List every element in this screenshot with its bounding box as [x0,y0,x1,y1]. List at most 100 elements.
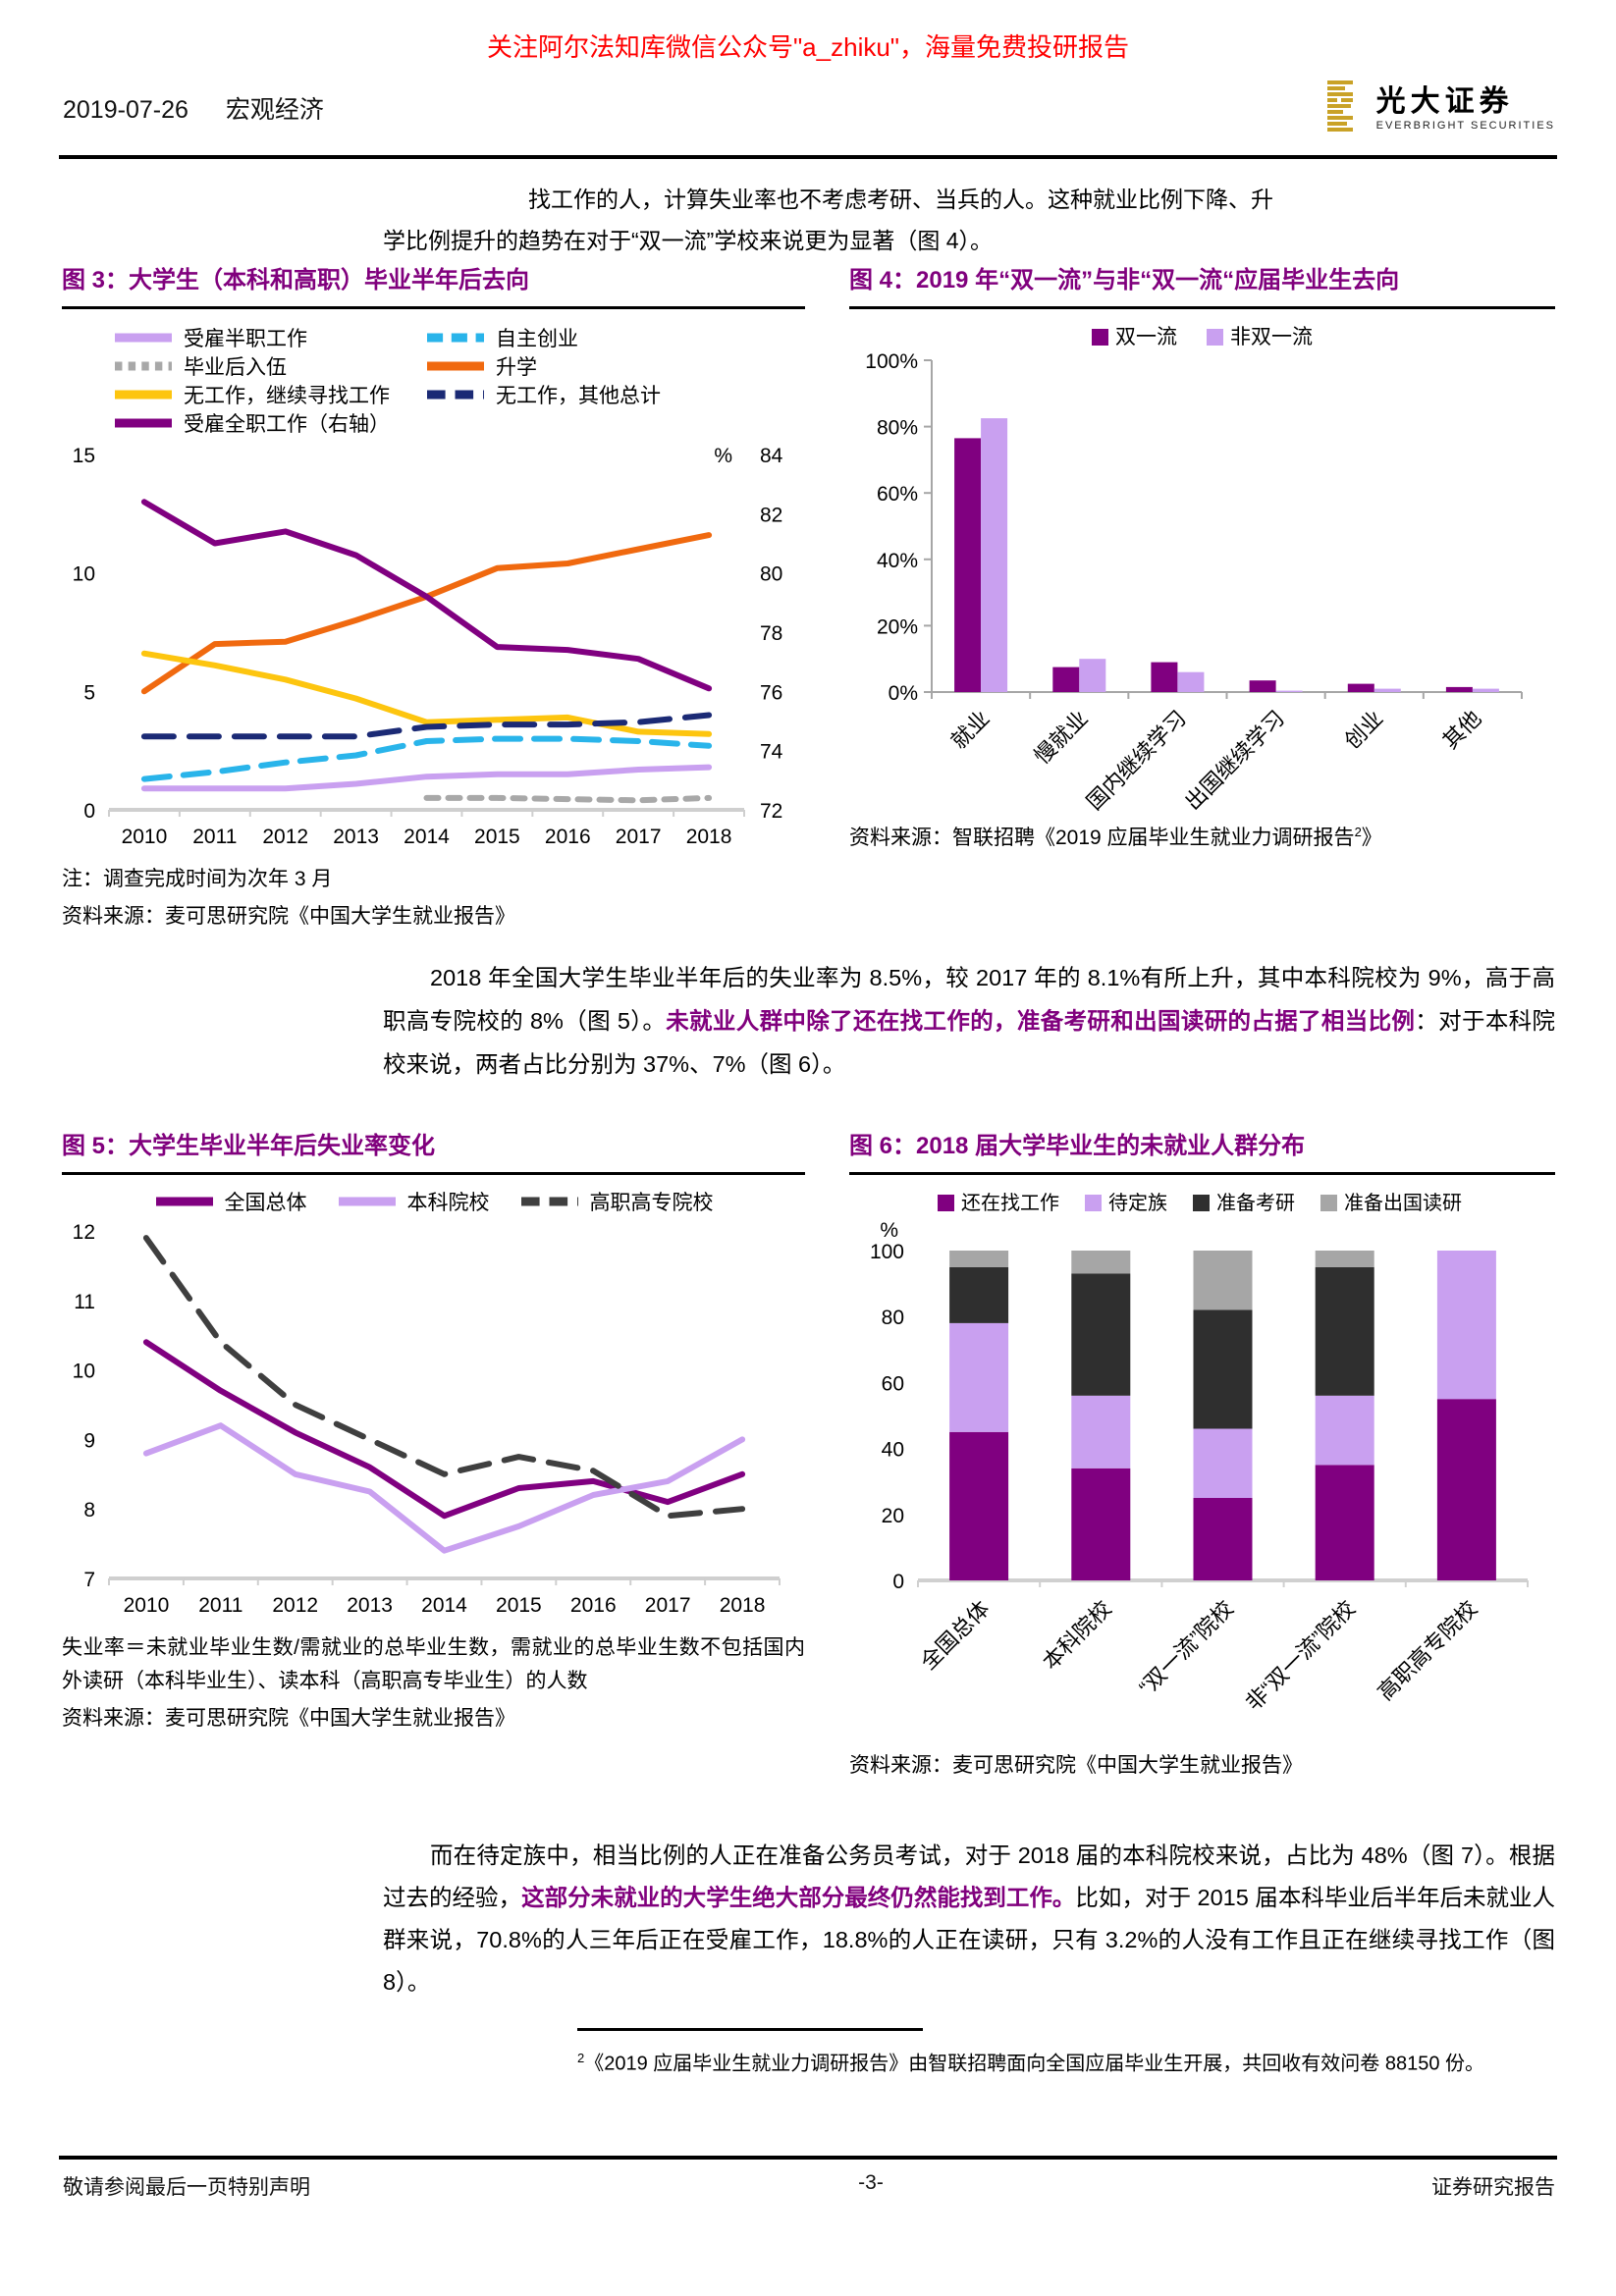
fig5-line-chart: 7 8 9 10 11 12 2010 2011 2012 2013 2014 2015 2016 201… [62,1215,805,1628]
legend-item: 无工作，其他总计 [425,380,661,408]
svg-text:74: 74 [760,741,783,764]
legend-label: 毕业后入伍 [184,355,287,379]
svg-text:慢就业: 慢就业 [1029,706,1092,769]
fig5-note: 失业率＝未就业毕业生数/需就业的总毕业生数，需就业的总毕业生数不包括国内外读研（… [62,1636,805,1692]
legend-label: 升学 [496,355,537,379]
body-text: 而在待定族中，相当比例的人正在准备公务员考试，对于 2018 届的本科院校来说，… [383,1842,1555,1910]
svg-text:2016: 2016 [545,826,591,848]
svg-text:2014: 2014 [404,826,450,848]
svg-text:7: 7 [83,1569,95,1591]
svg-text:%: % [880,1219,898,1242]
svg-text:20: 20 [882,1505,904,1527]
legend-item: 自主创业 [425,323,661,351]
legend-item: 受雇全职工作（右轴） [113,408,390,437]
legend-item: 准备考研 [1193,1187,1295,1215]
logo-name-en: EVERBRIGHT SECURITIES [1375,119,1555,132]
legend-item: 双一流 [1092,321,1177,350]
fig6-legend: 还在找工作 待定族 准备考研 准备出国读研 [938,1187,1555,1215]
legend-swatch-icon [1207,329,1223,346]
fig3-line-chart: 0 5 10 15 72 74 76 78 80 82 84% 2010 2011 2012 2013 201… [62,437,805,859]
legend-item: 还在找工作 [938,1187,1059,1215]
para-unemployment-stats: 2018 年全国大学生毕业半年后的失业率为 8.5%，较 2017 年的 8.1… [383,956,1555,1086]
legend-label: 本科院校 [406,1191,490,1214]
svg-text:9: 9 [83,1429,95,1452]
svg-text:40%: 40% [877,550,918,572]
para-pending-group: 而在待定族中，相当比例的人正在准备公务员考试，对于 2018 届的本科院校来说，… [383,1835,1555,2003]
fig6-stacked-chart: 0 20 40 60 80 100% 全国总体 本科院校 “双一流”院校 非“双一流”院校 高职高专… [849,1215,1555,1745]
svg-text:2017: 2017 [645,1594,691,1617]
fig4-bar-chart: 0% 20% 40% 60% 80% 100% 就业 慢就业 国内继续学习 出国继续学习 创业 其他 [849,350,1555,815]
svg-text:78: 78 [760,622,782,645]
legend-item: 无工作，继续寻找工作 [113,380,390,408]
legend-item: 全国总体 [154,1187,307,1215]
svg-text:72: 72 [760,800,782,823]
svg-text:40: 40 [882,1439,904,1462]
footer-divider [59,2156,1557,2160]
body-text: 2018 年全国大学生毕业半年后的失业率为 8.5%，较 2017 年的 8.1… [383,964,1555,1034]
svg-text:80%: 80% [877,417,918,440]
footer-disclaimer: 敬请参阅最后一页特别声明 [63,2176,310,2199]
svg-text:国内继续学习: 国内继续学习 [1082,706,1191,812]
everbright-logo-icon [1326,79,1367,138]
svg-text:全国总体: 全国总体 [916,1596,995,1675]
figure-4: 图 4：2019 年“双一流”与非“双一流“应届毕业生去向 双一流 非双一流 0%… [849,263,1555,855]
footer-report-type: 证券研究报告 [1430,2176,1555,2199]
svg-text:2012: 2012 [262,826,308,848]
legend-item: 高职高专院校 [519,1187,714,1215]
svg-text:2010: 2010 [122,826,168,848]
legend-swatch-icon [938,1195,954,1211]
svg-text:2015: 2015 [496,1594,542,1617]
svg-text:2018: 2018 [686,826,732,848]
svg-text:2010: 2010 [124,1594,170,1617]
emphasis-text: 这部分未就业的大学生绝大部分最终仍然能找到工作。 [521,1884,1076,1910]
fig6-title: 图 6：2018 届大学毕业生的未就业人群分布 [849,1129,1555,1175]
legend-swatch-icon [1320,1195,1337,1211]
svg-text:80: 80 [760,563,782,586]
svg-text:100%: 100% [865,350,918,373]
svg-text:创业: 创业 [1340,706,1388,754]
svg-text:2013: 2013 [333,826,379,848]
svg-text:5: 5 [83,681,95,704]
fig5-title: 图 5：大学生毕业半年后失业率变化 [62,1129,805,1175]
fig5-source: 资料来源：麦可思研究院《中国大学生就业报告》 [62,1707,515,1730]
svg-text:0: 0 [892,1571,904,1593]
report-date: 2019-07-26 [63,96,189,124]
legend-swatch-icon [1193,1195,1210,1211]
logo-text: 光大证券 EVERBRIGHT SECURITIES [1375,85,1555,132]
svg-text:15: 15 [73,445,95,467]
svg-text:2011: 2011 [192,826,237,848]
svg-text:10: 10 [73,1361,95,1383]
svg-text:出国继续学习: 出国继续学习 [1180,706,1289,812]
svg-text:2013: 2013 [347,1594,393,1617]
promo-banner: 关注阿尔法知库微信公众号"a_zhiku"，海量免费投研报告 [486,32,1130,62]
legend-label: 受雇全职工作（右轴） [184,412,390,436]
legend-item: 受雇半职工作 [113,323,390,351]
legend-item: 本科院校 [337,1187,490,1215]
page-footer: 敬请参阅最后一页特别声明 -3- 证券研究报告 [63,2171,1555,2201]
everbright-logo: 光大证券 EVERBRIGHT SECURITIES [1326,79,1555,138]
fig4-legend: 双一流 非双一流 [849,321,1555,350]
svg-text:其他: 其他 [1438,706,1486,754]
legend-label: 无工作，继续寻找工作 [184,384,390,407]
svg-text:就业: 就业 [946,706,995,754]
fig4-source-sup: 2 [1354,825,1362,839]
svg-text:2018: 2018 [720,1594,766,1617]
svg-text:2011: 2011 [198,1594,242,1617]
svg-text:60%: 60% [877,483,918,506]
svg-text:10: 10 [73,563,95,586]
svg-text:非“双一流”院校: 非“双一流”院校 [1241,1596,1360,1715]
svg-text:84: 84 [760,445,783,467]
svg-text:20%: 20% [877,615,918,638]
legend-item: 非双一流 [1207,321,1313,350]
legend-label: 高职高专院校 [589,1191,714,1214]
legend-item: 升学 [425,351,661,380]
fig4-source-text: 资料来源：智联招聘《2019 应届毕业生就业力调研报告 [849,827,1355,849]
fig4-source: 资料来源：智联招聘《2019 应届毕业生就业力调研报告2》 [849,816,1555,855]
svg-text:12: 12 [73,1221,95,1244]
legend-item: 待定族 [1085,1187,1167,1215]
fig4-source-close: 》 [1361,827,1382,849]
legend-swatch-icon [1085,1195,1102,1211]
svg-text:0: 0 [83,800,95,823]
figure-5: 图 5：大学生毕业半年后失业率变化 全国总体 本科院校 高职高专院校 7 8 9 10 11… [62,1129,805,1735]
svg-text:0%: 0% [889,682,918,705]
